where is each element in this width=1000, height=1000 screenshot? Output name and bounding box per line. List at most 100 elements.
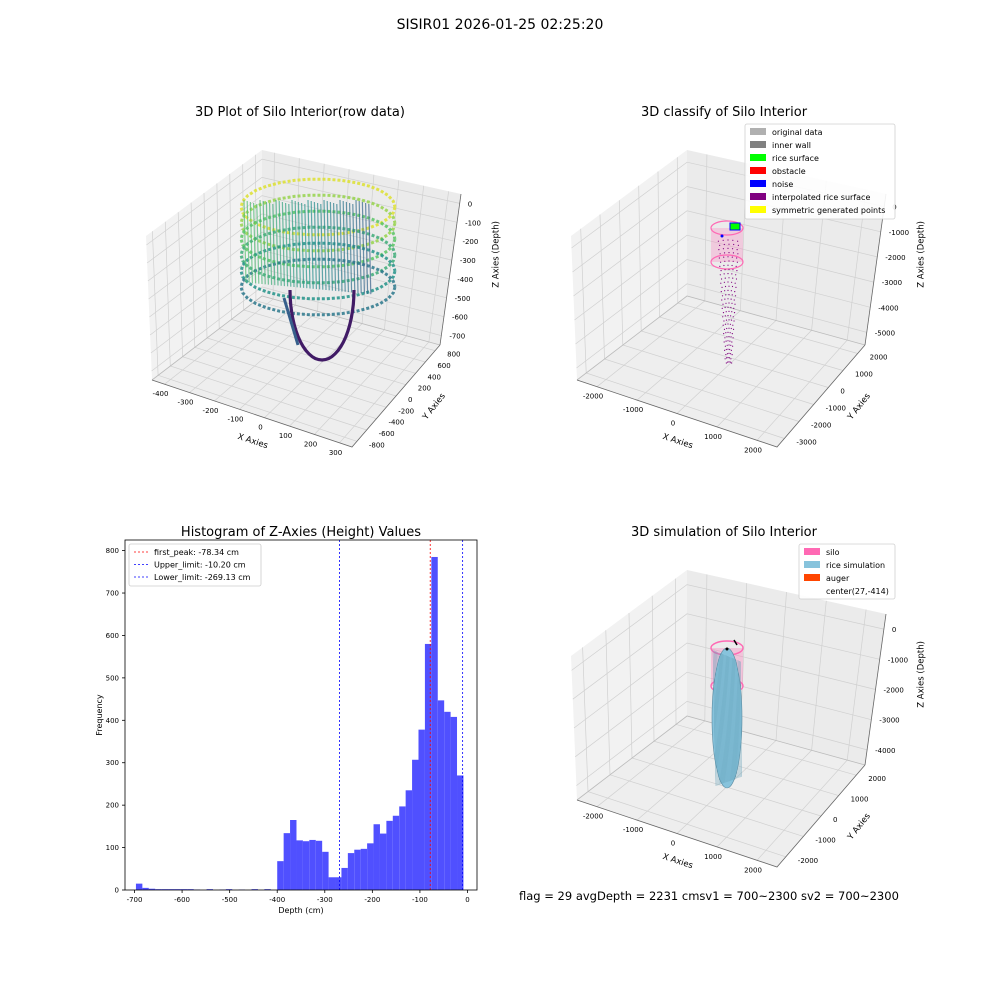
y-tick-label: 500 bbox=[106, 674, 119, 682]
silo-bottom-ring bbox=[710, 254, 744, 270]
x-tick-label: -400 bbox=[153, 390, 169, 398]
interpolated-surface-point bbox=[732, 345, 734, 347]
interpolated-surface-point bbox=[736, 261, 739, 263]
histogram-bar bbox=[386, 820, 393, 890]
interpolated-surface-point bbox=[732, 316, 734, 318]
back-pane-left bbox=[571, 150, 687, 380]
interpolated-surface-point bbox=[727, 348, 729, 350]
x-tick-label: 2000 bbox=[744, 866, 762, 874]
interpolated-surface-point bbox=[726, 327, 728, 330]
z-gridline bbox=[573, 642, 876, 729]
legend-swatch bbox=[750, 167, 766, 174]
z-tick-label: -5000 bbox=[875, 329, 895, 337]
x-tick-label: 1000 bbox=[704, 433, 722, 441]
interpolated-surface-point bbox=[731, 256, 733, 258]
interpolated-surface-point bbox=[728, 268, 730, 270]
interpolated-surface-point bbox=[731, 354, 733, 356]
interpolated-surface-point bbox=[729, 323, 732, 325]
interpolated-surface-point bbox=[731, 341, 733, 343]
y-tick-label: 1000 bbox=[855, 371, 873, 379]
histogram-bar bbox=[392, 815, 400, 890]
z-gridline bbox=[148, 213, 452, 300]
floor-pane bbox=[577, 716, 865, 867]
raw-wall-strip bbox=[352, 203, 356, 293]
back-edges bbox=[151, 295, 441, 381]
x-tick-label: 1000 bbox=[704, 853, 722, 861]
z-gridline bbox=[149, 250, 447, 336]
histogram-bar bbox=[431, 556, 438, 890]
interpolated-surface-point bbox=[732, 337, 734, 339]
histogram-bar bbox=[225, 889, 233, 890]
back-edges bbox=[576, 715, 866, 801]
interpolated-surface-point bbox=[724, 290, 726, 292]
raw-wall-strip bbox=[304, 203, 308, 289]
interpolated-surface-point bbox=[731, 264, 733, 267]
rice-simulation-hatch bbox=[720, 652, 723, 784]
z-gridline bbox=[576, 701, 868, 786]
z-gridline bbox=[576, 283, 867, 369]
center-marker bbox=[725, 647, 729, 651]
interpolated-surface-point bbox=[729, 353, 732, 355]
raw-wall-strip bbox=[285, 202, 289, 287]
histogram-bar bbox=[412, 759, 419, 890]
raw-wall-strip bbox=[294, 200, 298, 288]
interpolated-surface-point bbox=[719, 253, 721, 255]
histogram-bar bbox=[450, 716, 458, 890]
y-tick-label: 600 bbox=[437, 362, 450, 370]
legend-swatch bbox=[750, 128, 766, 135]
raw-wall-strip bbox=[272, 203, 276, 286]
z-tick-label: 0 bbox=[468, 200, 472, 208]
interpolated-surface-point bbox=[727, 340, 729, 342]
x-tick-label: -300 bbox=[178, 399, 194, 407]
raw-wall-strip bbox=[329, 201, 333, 291]
raw-wall-strip bbox=[256, 203, 260, 284]
interpolated-surface-point bbox=[736, 270, 738, 272]
interpolated-surface-point bbox=[732, 269, 734, 271]
rice-simulation-hatch bbox=[730, 657, 733, 781]
interpolated-surface-point bbox=[727, 247, 729, 249]
rice-simulation-hatch bbox=[726, 655, 729, 782]
legend-label: rice surface bbox=[772, 154, 819, 163]
y-tick-label: -1000 bbox=[826, 405, 846, 413]
rice-simulation-hatch bbox=[740, 661, 742, 777]
histogram-bar bbox=[444, 711, 451, 890]
interpolated-surface-point bbox=[730, 298, 732, 300]
interpolated-surface-point bbox=[736, 257, 738, 259]
raw-bottom-curve bbox=[288, 289, 356, 362]
legend-box bbox=[798, 543, 896, 600]
z-gridline bbox=[571, 584, 884, 671]
interpolated-surface-point bbox=[730, 336, 732, 338]
x-axis-label: X Axies bbox=[661, 852, 694, 871]
y-axis-label: Frequency bbox=[95, 694, 104, 736]
histogram-bar bbox=[322, 851, 329, 890]
y-tick-label: -1000 bbox=[815, 836, 835, 844]
interpolated-surface-point bbox=[737, 244, 739, 246]
raw-wall-strip bbox=[301, 202, 305, 288]
silo-wall bbox=[711, 228, 743, 262]
raw-wall-strip bbox=[326, 200, 330, 291]
histogram-bar bbox=[206, 889, 213, 890]
interpolated-surface-point bbox=[720, 261, 722, 263]
interpolated-surface-point bbox=[722, 248, 725, 250]
interpolated-surface-point bbox=[725, 311, 727, 313]
x-tick-label: -600 bbox=[174, 896, 190, 904]
chart-raw-data: 3D Plot of Silo Interior(row data) -400 -3… bbox=[146, 105, 502, 457]
histogram-bar bbox=[283, 833, 291, 890]
interpolated-surface-point bbox=[727, 357, 729, 359]
histogram-bar bbox=[161, 889, 169, 890]
histogram-bar bbox=[405, 790, 413, 890]
raw-wall-strip bbox=[349, 202, 353, 293]
interpolated-surface-point bbox=[725, 357, 728, 359]
raw-wall-strip bbox=[345, 201, 349, 293]
histogram-bar bbox=[367, 843, 374, 890]
y-tick-label: 100 bbox=[106, 844, 119, 852]
interpolated-surface-point bbox=[734, 303, 736, 305]
histogram-bar bbox=[328, 877, 336, 890]
interpolated-surface-point bbox=[737, 240, 739, 242]
x-tick-label: 100 bbox=[279, 432, 292, 440]
rice-simulation-hatch bbox=[723, 654, 727, 783]
chart-simulation: 3D simulation of Silo Interior -2000 -1000… bbox=[571, 525, 927, 874]
y-tick-label: 700 bbox=[106, 590, 119, 598]
raw-wall-strip bbox=[320, 203, 324, 290]
